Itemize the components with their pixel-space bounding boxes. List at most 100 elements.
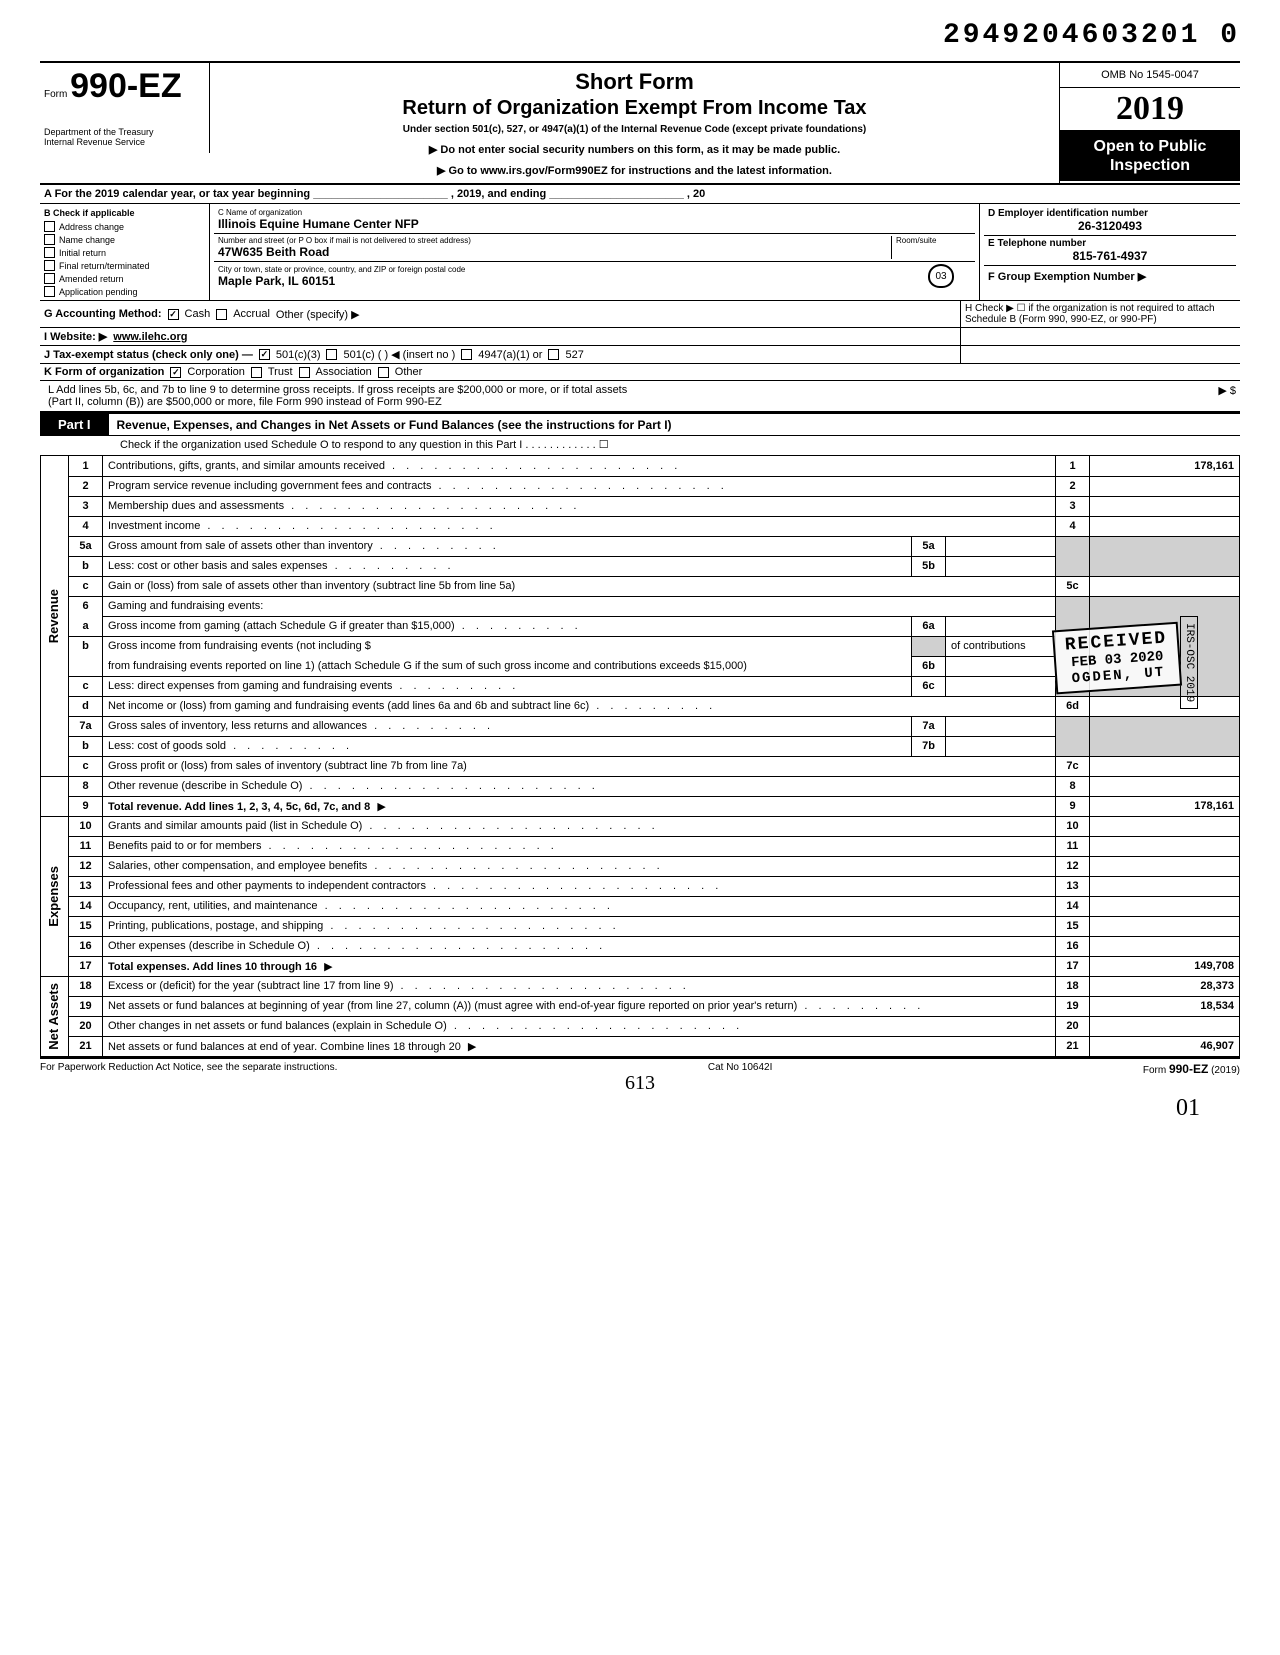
- form-header: Form 990-EZ Department of the Treasury I…: [40, 61, 1240, 185]
- chk-other-org[interactable]: [378, 367, 389, 378]
- ein-value: 26-3120493: [988, 219, 1232, 233]
- line-5a: Gross amount from sale of assets other t…: [108, 540, 500, 552]
- received-stamp: RECEIVED FEB 03 2020 OGDEN, UT: [1051, 622, 1182, 695]
- row-l-line2: (Part II, column (B)) are $500,000 or mo…: [48, 396, 1086, 408]
- row-k-label: K Form of organization: [44, 366, 164, 378]
- chk-address-change[interactable]: Address change: [44, 220, 205, 233]
- chk-cash[interactable]: [168, 309, 179, 320]
- barcode-number: 2949204603201 0: [40, 20, 1240, 51]
- section-bcdef-row: B Check if applicable Address change Nam…: [40, 204, 1240, 301]
- chk-501c[interactable]: [326, 349, 337, 360]
- line-17: Total expenses. Add lines 10 through 16: [108, 961, 317, 973]
- chk-application-pending[interactable]: Application pending: [44, 285, 205, 298]
- line-12: Salaries, other compensation, and employ…: [108, 860, 664, 872]
- row-j: J Tax-exempt status (check only one) — 5…: [40, 346, 1240, 364]
- line-7a: Gross sales of inventory, less returns a…: [108, 720, 494, 732]
- goto-url: ▶ Go to www.irs.gov/Form990EZ for instru…: [220, 164, 1049, 177]
- other-label: Other (specify) ▶: [276, 308, 360, 321]
- chk-association[interactable]: [299, 367, 310, 378]
- footer-catno: Cat No 10642I: [708, 1062, 773, 1076]
- trust-label: Trust: [268, 366, 293, 378]
- row-k: K Form of organization Corporation Trust…: [40, 364, 1240, 381]
- line-6d: Net income or (loss) from gaming and fun…: [108, 700, 716, 712]
- row-l-arrow: ▶ $: [1086, 384, 1236, 408]
- chk-initial-return[interactable]: Initial return: [44, 246, 205, 259]
- part1-header: Part I Revenue, Expenses, and Changes in…: [40, 412, 1240, 436]
- line-14: Occupancy, rent, utilities, and maintena…: [108, 900, 614, 912]
- section-def: D Employer identification number 26-3120…: [980, 204, 1240, 300]
- line-3: Membership dues and assessments: [108, 500, 580, 512]
- label-group-exemption: F Group Exemption Number ▶: [988, 270, 1232, 283]
- value-19: 18,534: [1090, 996, 1240, 1016]
- 527-label: 527: [565, 349, 583, 361]
- line-6b-2: of contributions: [951, 640, 1026, 652]
- part1-sub: Check if the organization used Schedule …: [40, 436, 1240, 456]
- line-7b: Less: cost of goods sold: [108, 740, 353, 752]
- label-telephone: E Telephone number: [988, 238, 1232, 249]
- tax-year: 2019: [1060, 88, 1240, 131]
- chk-4947a1[interactable]: [461, 349, 472, 360]
- chk-final-return[interactable]: Final return/terminated: [44, 259, 205, 272]
- 501c-label: 501(c) ( ) ◀ (insert no ): [343, 348, 455, 361]
- side-expenses: Expenses: [41, 816, 69, 976]
- row-h: H Check ▶ ☐ if the organization is not r…: [960, 301, 1240, 327]
- label-org-name: C Name of organization: [218, 208, 971, 217]
- footer-form: Form 990-EZ (2019): [1143, 1062, 1240, 1076]
- label-city: City or town, state or province, country…: [218, 265, 911, 274]
- line-6b-3: from fundraising events reported on line…: [108, 660, 747, 672]
- part1-label: Part I: [40, 414, 109, 435]
- chk-501c3[interactable]: [259, 349, 270, 360]
- chk-label: Initial return: [59, 248, 106, 258]
- org-name: Illinois Equine Humane Center NFP: [218, 217, 971, 231]
- section-c: C Name of organization Illinois Equine H…: [210, 204, 980, 300]
- row-l-line1: L Add lines 5b, 6c, and 7b to line 9 to …: [48, 384, 1086, 396]
- stamp-circle: 03: [928, 264, 954, 288]
- row-i-label: I Website: ▶: [44, 330, 107, 343]
- line-8: Other revenue (describe in Schedule O): [108, 780, 599, 792]
- value-21: 46,907: [1090, 1036, 1240, 1056]
- line-15: Printing, publications, postage, and shi…: [108, 920, 620, 932]
- website-value: www.ilehc.org: [113, 331, 187, 343]
- line-9: Total revenue. Add lines 1, 2, 3, 4, 5c,…: [108, 801, 370, 813]
- other-org-label: Other: [395, 366, 423, 378]
- part1-table: Revenue 1 Contributions, gifts, grants, …: [40, 456, 1240, 1057]
- city-state-zip: Maple Park, IL 60151: [218, 274, 911, 288]
- street-address: 47W635 Beith Road: [218, 245, 891, 259]
- value-18: 28,373: [1090, 976, 1240, 996]
- value-17: 149,708: [1090, 956, 1240, 976]
- form-number: 990-EZ: [70, 69, 182, 103]
- chk-527[interactable]: [548, 349, 559, 360]
- chk-trust[interactable]: [251, 367, 262, 378]
- line-18: Excess or (deficit) for the year (subtra…: [108, 980, 690, 992]
- line-5c: Gain or (loss) from sale of assets other…: [108, 580, 515, 592]
- title-short-form: Short Form: [220, 69, 1049, 95]
- chk-label: Final return/terminated: [59, 261, 150, 271]
- side-revenue: Revenue: [41, 456, 69, 776]
- 501c3-label: 501(c)(3): [276, 349, 321, 361]
- row-a-calendar-year: A For the 2019 calendar year, or tax yea…: [40, 185, 1240, 204]
- chk-accrual[interactable]: [216, 309, 227, 320]
- section-b: B Check if applicable Address change Nam…: [40, 204, 210, 300]
- line-1: Contributions, gifts, grants, and simila…: [108, 460, 681, 472]
- chk-label: Application pending: [59, 287, 138, 297]
- label-street: Number and street (or P O box if mail is…: [218, 236, 891, 245]
- chk-corporation[interactable]: [170, 367, 181, 378]
- chk-amended-return[interactable]: Amended return: [44, 272, 205, 285]
- chk-name-change[interactable]: Name change: [44, 233, 205, 246]
- omb-number: OMB No 1545-0047: [1060, 63, 1240, 88]
- chk-label: Amended return: [59, 274, 124, 284]
- value-9: 178,161: [1090, 796, 1240, 816]
- line-13: Professional fees and other payments to …: [108, 880, 722, 892]
- title-return: Return of Organization Exempt From Incom…: [220, 97, 1049, 120]
- label-room: Room/suite: [896, 236, 971, 245]
- accrual-label: Accrual: [233, 308, 270, 320]
- no-ssn-note: ▶ Do not enter social security numbers o…: [220, 143, 1049, 156]
- right-header-cell: OMB No 1545-0047 2019 Open to Public Ins…: [1060, 63, 1240, 181]
- line-2: Program service revenue including govern…: [108, 480, 728, 492]
- part1-title: Revenue, Expenses, and Changes in Net As…: [109, 415, 680, 435]
- irs-osc-stamp: IRS-OSC 2019: [1180, 616, 1198, 709]
- under-section: Under section 501(c), 527, or 4947(a)(1)…: [220, 124, 1049, 135]
- assoc-label: Association: [316, 366, 372, 378]
- section-b-header: B Check if applicable: [44, 206, 205, 220]
- cash-label: Cash: [185, 308, 211, 320]
